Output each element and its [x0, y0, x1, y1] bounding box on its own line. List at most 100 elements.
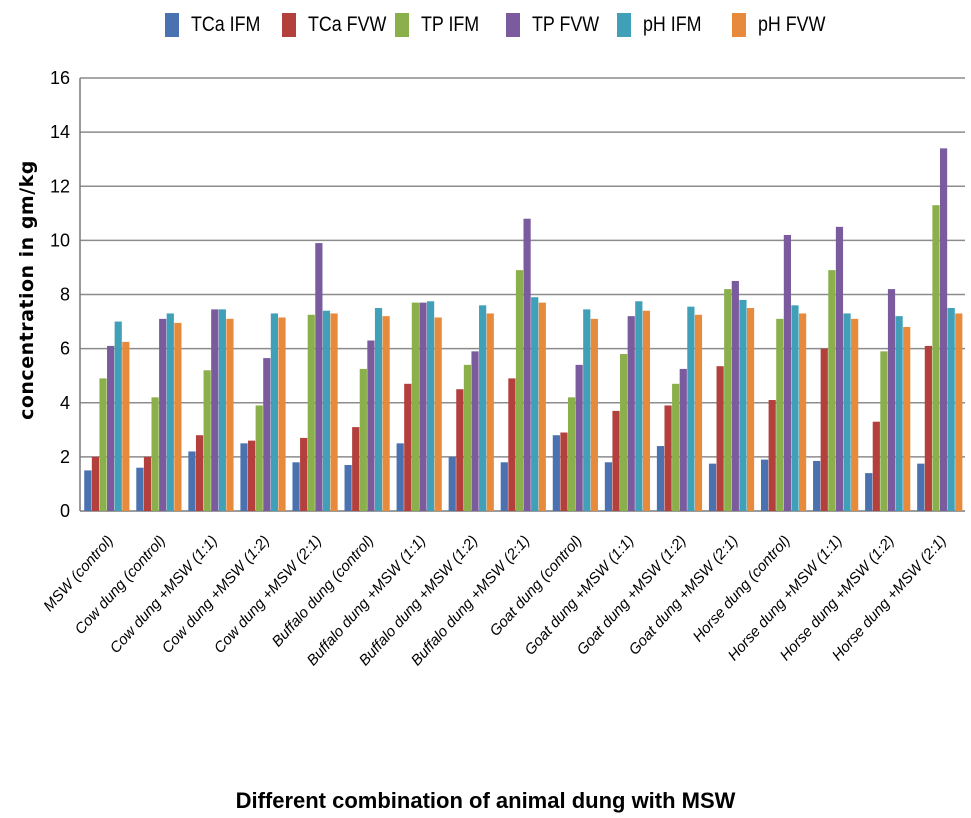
bar: [583, 309, 591, 511]
bar: [419, 302, 427, 511]
bar: [84, 470, 92, 511]
bar: [835, 226, 844, 511]
bar: [292, 462, 300, 511]
bar: [307, 314, 315, 511]
bar: [575, 364, 583, 511]
bar: [716, 366, 724, 511]
bar: [270, 313, 279, 511]
legend-swatch: [395, 13, 409, 37]
x-tick-label: Cow dung (control): [72, 532, 169, 638]
bar: [932, 205, 940, 511]
bar: [136, 467, 144, 511]
bar: [122, 341, 130, 511]
bar: [448, 456, 456, 511]
bar: [411, 302, 419, 511]
bar: [479, 305, 487, 511]
bar: [471, 351, 479, 511]
legend-item: TCa FVW: [282, 10, 400, 40]
bar: [739, 299, 747, 511]
y-tick-label: 2: [60, 447, 70, 467]
bar: [679, 368, 687, 511]
bar: [531, 297, 539, 511]
legend-label: pH IFM: [643, 13, 702, 36]
bar: [768, 400, 776, 511]
y-tick-label: 12: [50, 176, 70, 196]
bar: [590, 318, 598, 511]
bar: [947, 308, 955, 511]
y-tick-label: 6: [60, 339, 70, 359]
bar: [248, 440, 256, 511]
legend-item: TP IFM: [395, 10, 489, 40]
legend-item: pH IFM: [617, 10, 712, 40]
bar: [166, 313, 174, 511]
legend-swatch: [165, 13, 179, 37]
bar: [456, 389, 464, 511]
bar: [434, 317, 442, 511]
bar: [903, 326, 911, 511]
bar: [486, 313, 494, 511]
legend-label: TCa IFM: [191, 13, 261, 36]
legend: TCa IFM TCa FVW TP IFM TP FVW pH IFM pH FVW: [150, 10, 950, 40]
bar: [924, 345, 932, 511]
bar: [939, 148, 948, 512]
legend-swatch: [282, 13, 296, 37]
legend-label: pH FVW: [758, 13, 826, 36]
bar: [708, 463, 717, 511]
bar: [107, 345, 115, 511]
x-axis-title: Different combination of animal dung wit…: [235, 788, 736, 813]
bar: [188, 451, 196, 511]
bar: [195, 435, 204, 511]
bar: [359, 368, 367, 511]
bar: [91, 456, 100, 511]
bar: [917, 463, 925, 511]
y-tick-label: 14: [50, 122, 70, 142]
bar: [872, 421, 880, 511]
bar: [724, 289, 732, 511]
bar: [746, 308, 755, 511]
bar: [515, 270, 524, 511]
legend-swatch: [732, 13, 746, 37]
legend-label: TP FVW: [532, 13, 600, 36]
bar: [174, 322, 182, 511]
legend-item: TCa IFM: [165, 10, 273, 40]
bar: [635, 301, 643, 511]
bar: [538, 302, 546, 511]
bar: [300, 437, 308, 511]
bar: [552, 435, 560, 511]
bar: [114, 321, 122, 511]
bar: [463, 364, 472, 511]
bar: [895, 316, 903, 511]
bar: [694, 314, 703, 511]
x-tick-label: Horse dung (control): [690, 532, 794, 645]
bar: [880, 351, 888, 511]
bar: [843, 313, 851, 511]
bar: [263, 358, 271, 511]
bar: [656, 446, 665, 511]
bar: [315, 243, 323, 512]
bar: [211, 309, 219, 511]
bar: [367, 340, 375, 511]
bar: [560, 432, 568, 511]
bar: [851, 318, 859, 511]
bar: [731, 280, 739, 511]
bar: [374, 308, 383, 511]
bar: [151, 397, 159, 511]
bar: [203, 370, 211, 511]
bar: [672, 383, 680, 511]
bar: [813, 460, 821, 511]
bar: [887, 289, 896, 511]
bar: [760, 459, 769, 511]
bar: [604, 462, 613, 511]
bar: [159, 318, 167, 511]
bar: [523, 218, 531, 511]
bar: [567, 397, 576, 511]
bar: [508, 378, 516, 511]
bar: [382, 316, 390, 511]
legend-swatch: [617, 13, 631, 37]
bar: [865, 473, 873, 511]
bar: [396, 443, 404, 511]
x-tick-label: Buffalo dung (control): [269, 532, 378, 650]
legend-label: TP IFM: [421, 13, 480, 36]
bar: [352, 427, 360, 511]
